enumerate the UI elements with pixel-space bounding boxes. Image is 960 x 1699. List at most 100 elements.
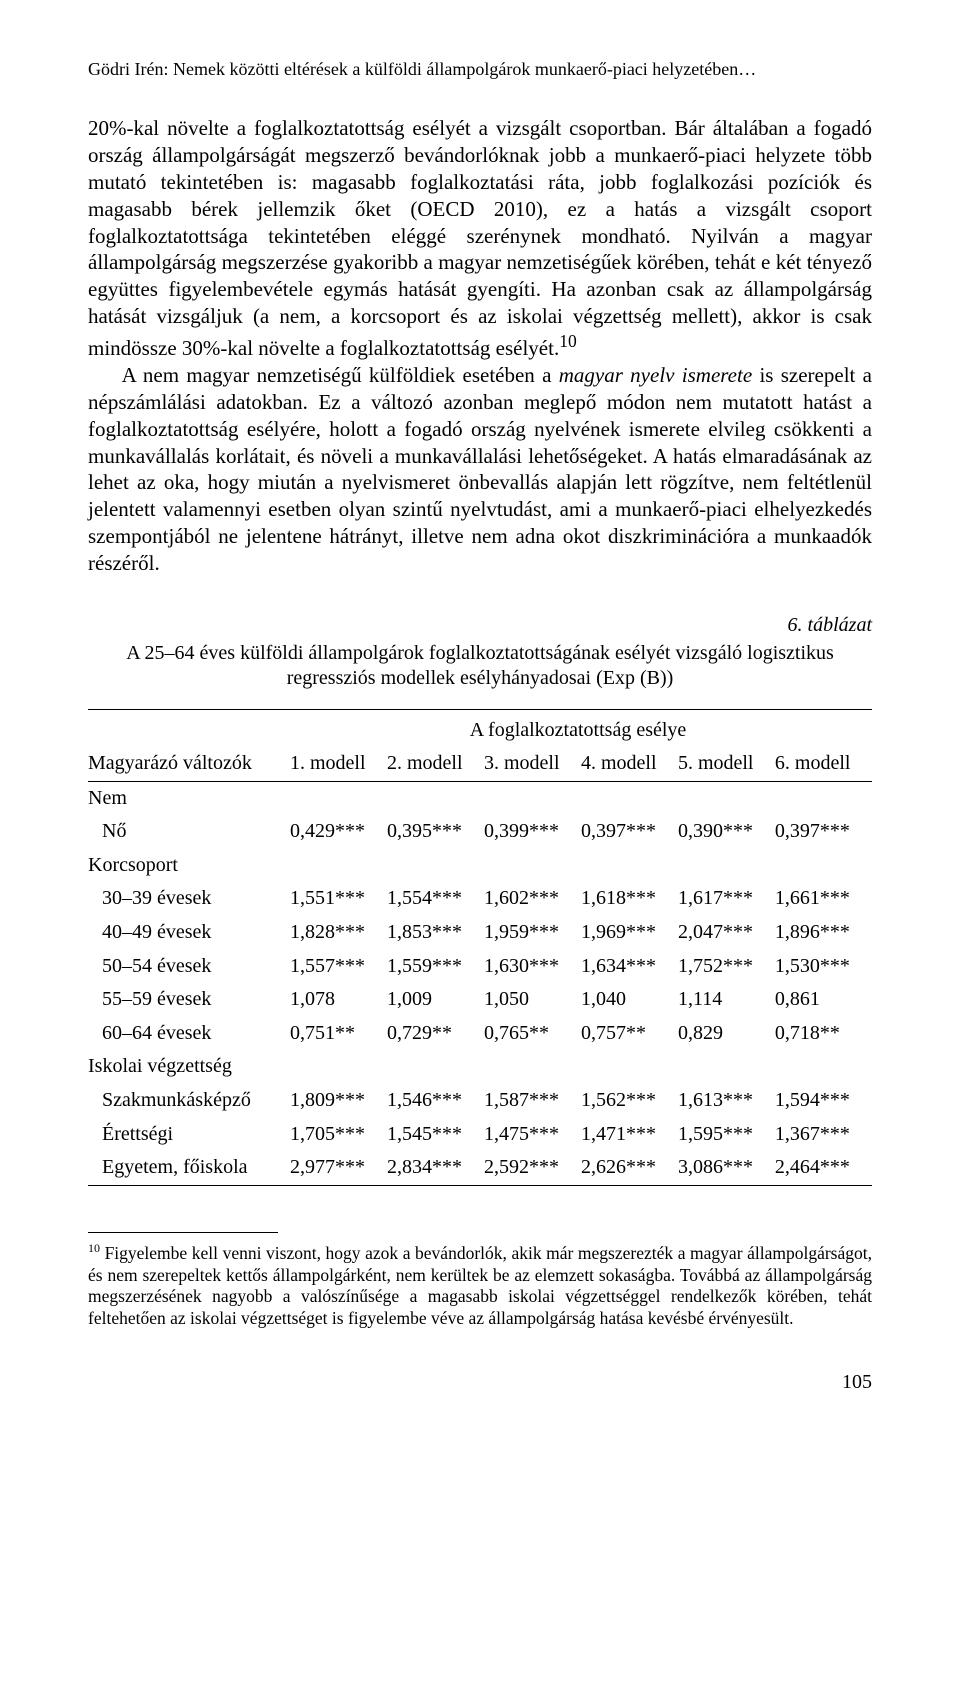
table-cell: 1,562*** xyxy=(581,1084,678,1118)
table-col-header: 4. modell xyxy=(581,747,678,781)
table-row: Egyetem, főiskola2,977***2,834***2,592**… xyxy=(88,1151,872,1185)
table-row-label: 50–54 évesek xyxy=(88,950,290,984)
table-cell: 1,040 xyxy=(581,983,678,1017)
table-row: Szakmunkásképző1,809***1,546***1,587***1… xyxy=(88,1084,872,1118)
table-cell: 0,729** xyxy=(387,1017,484,1051)
table-cell: 2,592*** xyxy=(484,1151,581,1185)
table-row-label: 30–39 évesek xyxy=(88,882,290,916)
table-row-label: 55–59 évesek xyxy=(88,983,290,1017)
table-row: 30–39 évesek1,551***1,554***1,602***1,61… xyxy=(88,882,872,916)
table-cell: 1,959*** xyxy=(484,916,581,950)
paragraph-1-text: 20%-kal növelte a foglalkoztatottság esé… xyxy=(88,116,872,360)
table-cell: 1,613*** xyxy=(678,1084,775,1118)
table-row: Érettségi1,705***1,545***1,475***1,471**… xyxy=(88,1118,872,1152)
table-cell: 1,557*** xyxy=(290,950,387,984)
footnote-text: Figyelembe kell venni viszont, hogy azok… xyxy=(88,1243,872,1329)
table-cell: 1,617*** xyxy=(678,882,775,916)
table-group-label: Korcsoport xyxy=(88,849,872,883)
table-cell: 1,050 xyxy=(484,983,581,1017)
table-cell: 2,464*** xyxy=(775,1151,872,1185)
table-row: 50–54 évesek1,557***1,559***1,630***1,63… xyxy=(88,950,872,984)
table-row-label: Érettségi xyxy=(88,1118,290,1152)
table-group-row: Nem xyxy=(88,781,872,815)
table-cell: 1,602*** xyxy=(484,882,581,916)
regression-table: A foglalkoztatottság esélye Magyarázó vá… xyxy=(88,709,872,1186)
table-row-label: 40–49 évesek xyxy=(88,916,290,950)
table-cell: 1,078 xyxy=(290,983,387,1017)
table-cell: 0,429*** xyxy=(290,815,387,849)
table-cell: 1,009 xyxy=(387,983,484,1017)
paragraph-1: 20%-kal növelte a foglalkoztatottság esé… xyxy=(88,115,872,362)
table-col-header: 3. modell xyxy=(484,747,581,781)
footnote-ref-10: 10 xyxy=(559,331,577,351)
table-col-header: 1. modell xyxy=(290,747,387,781)
table-cell: 0,395*** xyxy=(387,815,484,849)
table-group-label: Nem xyxy=(88,781,872,815)
footnote-10: 10 Figyelembe kell venni viszont, hogy a… xyxy=(88,1241,872,1330)
table-cell: 1,594*** xyxy=(775,1084,872,1118)
paragraph-2-emph: magyar nyelv ismerete xyxy=(559,363,752,387)
table-spanner: A foglalkoztatottság esélye xyxy=(290,709,872,747)
table-cell: 1,554*** xyxy=(387,882,484,916)
table-row-label: Egyetem, főiskola xyxy=(88,1151,290,1185)
running-head: Gödri Irén: Nemek közötti eltérések a kü… xyxy=(88,58,872,81)
table-cell: 1,367*** xyxy=(775,1118,872,1152)
table-cell: 1,661*** xyxy=(775,882,872,916)
table-cell: 2,047*** xyxy=(678,916,775,950)
table-cell: 1,545*** xyxy=(387,1118,484,1152)
table-group-row: Iskolai végzettség xyxy=(88,1050,872,1084)
table-row-label: 60–64 évesek xyxy=(88,1017,290,1051)
footnote-num: 10 xyxy=(88,1241,100,1255)
table-cell: 1,530*** xyxy=(775,950,872,984)
table-cell: 1,705*** xyxy=(290,1118,387,1152)
table-col0-header: Magyarázó változók xyxy=(88,747,290,781)
table-row: 55–59 évesek1,0781,0091,0501,0401,1140,8… xyxy=(88,983,872,1017)
table-row-label: Nő xyxy=(88,815,290,849)
table-caption: A 25–64 éves külföldi állampolgárok fogl… xyxy=(88,641,872,691)
table-cell: 1,618*** xyxy=(581,882,678,916)
table-cell: 1,475*** xyxy=(484,1118,581,1152)
table-cell: 2,977*** xyxy=(290,1151,387,1185)
table-cell: 1,630*** xyxy=(484,950,581,984)
table-cell: 1,114 xyxy=(678,983,775,1017)
table-cell: 1,546*** xyxy=(387,1084,484,1118)
table-cell: 0,751** xyxy=(290,1017,387,1051)
table-group-row: Korcsoport xyxy=(88,849,872,883)
table-cell: 1,595*** xyxy=(678,1118,775,1152)
table-row-label: Szakmunkásképző xyxy=(88,1084,290,1118)
table-header-row: Magyarázó változók 1. modell2. modell3. … xyxy=(88,747,872,781)
table-row: 40–49 évesek1,828***1,853***1,959***1,96… xyxy=(88,916,872,950)
body-text: 20%-kal növelte a foglalkoztatottság esé… xyxy=(88,115,872,577)
table-cell: 0,765** xyxy=(484,1017,581,1051)
table-cell: 0,757** xyxy=(581,1017,678,1051)
paragraph-2a: A nem magyar nemzetiségű külföldiek eset… xyxy=(122,363,559,387)
table-col-header: 2. modell xyxy=(387,747,484,781)
table-row: Nő0,429***0,395***0,399***0,397***0,390*… xyxy=(88,815,872,849)
table-cell: 0,397*** xyxy=(581,815,678,849)
table-cell: 1,896*** xyxy=(775,916,872,950)
table-cell: 2,834*** xyxy=(387,1151,484,1185)
table-cell: 0,861 xyxy=(775,983,872,1017)
table-cell: 1,809*** xyxy=(290,1084,387,1118)
table-cell: 0,399*** xyxy=(484,815,581,849)
table-cell: 0,718** xyxy=(775,1017,872,1051)
paragraph-2: A nem magyar nemzetiségű külföldiek eset… xyxy=(88,362,872,577)
page-number: 105 xyxy=(88,1370,872,1396)
table-cell: 3,086*** xyxy=(678,1151,775,1185)
table-cell: 1,828*** xyxy=(290,916,387,950)
footnote-rule xyxy=(88,1232,278,1233)
table-cell: 1,752*** xyxy=(678,950,775,984)
table-cell: 0,397*** xyxy=(775,815,872,849)
table-cell: 2,626*** xyxy=(581,1151,678,1185)
table-col-header: 5. modell xyxy=(678,747,775,781)
paragraph-2b: is szerepelt a népszámlálási adatokban. … xyxy=(88,363,872,575)
table-cell: 1,587*** xyxy=(484,1084,581,1118)
table-cell: 1,969*** xyxy=(581,916,678,950)
table-col-header: 6. modell xyxy=(775,747,872,781)
table-cell: 1,559*** xyxy=(387,950,484,984)
table-corner-empty xyxy=(88,709,290,747)
table-cell: 0,829 xyxy=(678,1017,775,1051)
table-cell: 1,853*** xyxy=(387,916,484,950)
table-cell: 1,471*** xyxy=(581,1118,678,1152)
table-group-label: Iskolai végzettség xyxy=(88,1050,872,1084)
